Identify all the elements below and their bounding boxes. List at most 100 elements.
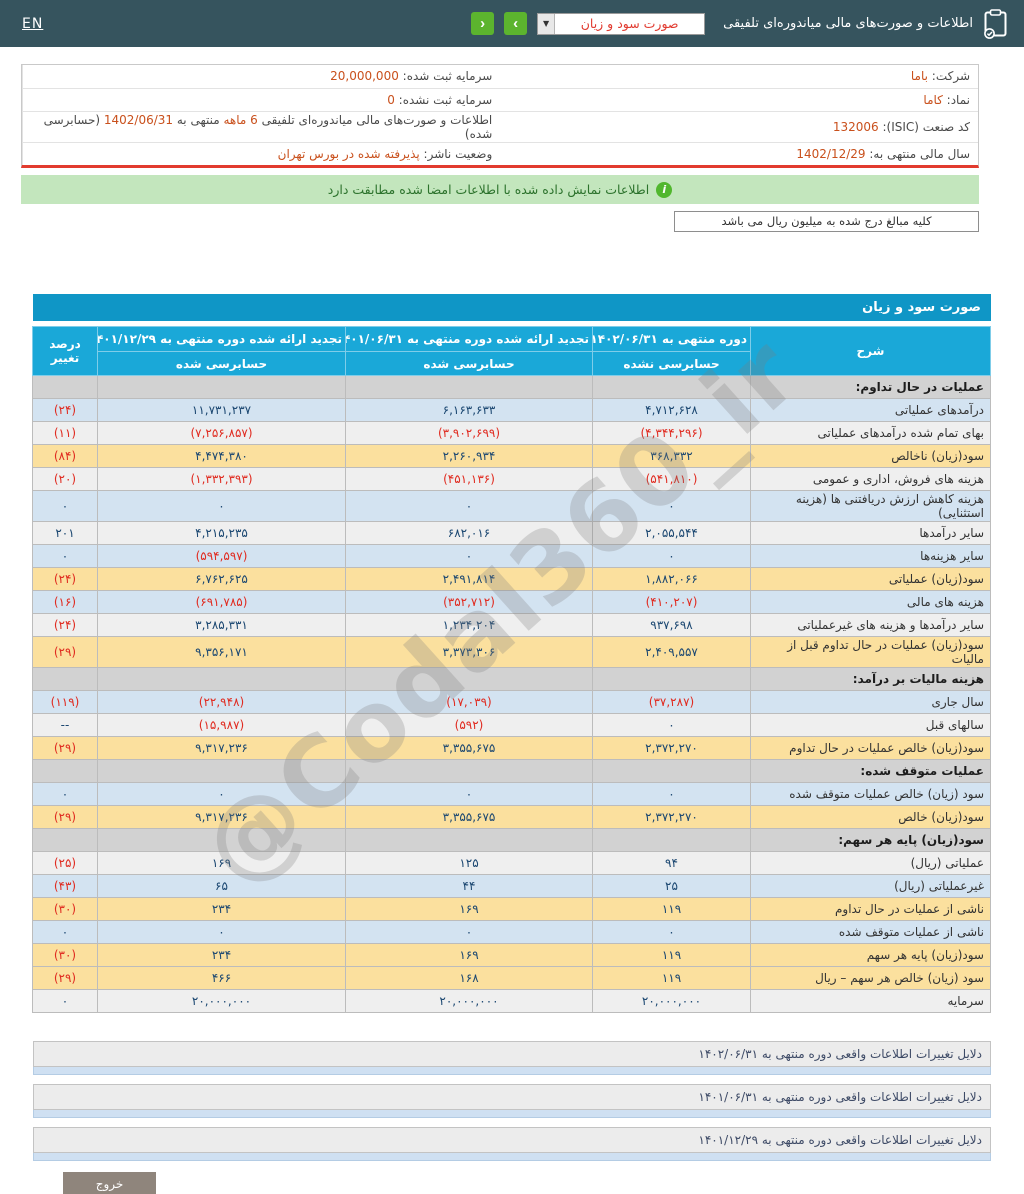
section-empty-cell	[345, 375, 593, 399]
section-empty-cell	[592, 375, 751, 399]
info-cell-left-3: اطلاعات و صورت‌های مالی میاندوره‌ای تلفی…	[22, 110, 501, 142]
cell-value-period-1: ۲۰,۰۰۰,۰۰۰	[592, 989, 751, 1013]
cell-value-period-2: ۰	[345, 782, 593, 806]
info-label: سرمایه ثبت شده:	[398, 69, 493, 84]
table-row: غیرعملیاتی (ریال) ۲۵ ۴۴ ۶۵ (۴۳)	[32, 874, 991, 898]
row-label: سود(زیان) عملیات در حال تداوم قبل از مال…	[750, 636, 991, 668]
cell-value-period-2: (۱۷,۰۳۹)	[345, 690, 593, 714]
cell-value-period-1: (۴,۳۴۴,۲۹۶)	[592, 421, 751, 445]
cell-value-period-3: ۰	[97, 490, 346, 522]
reason-bar-2[interactable]: دلایل تغییرات اطلاعات واقعی دوره منتهی ب…	[33, 1084, 991, 1110]
info-cell-right-1: شرکت: باما	[500, 65, 978, 88]
row-label: سود (زیان) خالص هر سهم – ریال	[750, 966, 991, 990]
info-value: 1402/06/31	[103, 112, 174, 127]
section-empty-cell	[345, 759, 593, 783]
info-label: شرکت:	[927, 69, 970, 84]
cell-change-percent: (۱۱)	[32, 421, 98, 445]
cell-value-period-3: ۴۶۶	[97, 966, 346, 990]
report-select-value[interactable]: صورت سود و زیان	[580, 15, 679, 31]
cell-value-period-2: ۰	[345, 490, 593, 522]
change-reasons-list: دلایل تغییرات اطلاعات واقعی دوره منتهی ب…	[33, 1041, 991, 1161]
section-empty-cell	[97, 667, 346, 691]
info-row: نماد: کاما سرمایه ثبت نشده: 0	[22, 87, 978, 111]
exit-button[interactable]: خروج	[63, 1172, 156, 1194]
section-empty-cell	[32, 828, 98, 852]
language-switch-link[interactable]: EN	[22, 15, 44, 32]
table-row: سرمایه ۲۰,۰۰۰,۰۰۰ ۲۰,۰۰۰,۰۰۰ ۲۰,۰۰۰,۰۰۰ ۰	[32, 989, 991, 1013]
reason-strip-1	[33, 1067, 991, 1075]
reason-strip-2	[33, 1110, 991, 1118]
cell-value-period-2: ۳,۳۵۵,۶۷۵	[345, 736, 593, 760]
section-row: سود(زیان) پایه هر سهم:	[32, 828, 991, 852]
row-label: ناشی از عملیات متوقف شده	[750, 920, 991, 944]
cell-value-period-2: ۰	[345, 920, 593, 944]
table-row: سود(زیان) خالص عملیات در حال تداوم ۲,۳۷۲,…	[32, 736, 991, 760]
cell-value-period-3: ۴,۲۱۵,۲۳۵	[97, 521, 346, 545]
reason-strip-3	[33, 1153, 991, 1161]
row-label: هزینه های فروش، اداری و عمومی	[750, 467, 991, 491]
info-label: سال مالی منتهی به:	[865, 146, 970, 161]
info-label: (حسابرسی شده)	[43, 112, 493, 141]
cell-value-period-2: ۳,۳۵۵,۶۷۵	[345, 805, 593, 829]
select-dropdown-arrow-icon[interactable]: ▼	[538, 13, 556, 34]
info-value: 20,000,000	[330, 69, 399, 84]
cell-value-period-3: (۷,۲۵۶,۸۵۷)	[97, 421, 346, 445]
report-select[interactable]: صورت سود و زیان ▼	[537, 12, 706, 35]
cell-value-period-3: ۲۳۴	[97, 943, 346, 967]
reason-bar-1[interactable]: دلایل تغییرات اطلاعات واقعی دوره منتهی ب…	[33, 1041, 991, 1067]
income-statement-table: شرح دوره منتهی به ۱۴۰۲/۰۶/۳۱ تجدید ارائه…	[32, 326, 991, 1013]
cell-value-period-3: ۳,۲۸۵,۳۳۱	[97, 613, 346, 637]
cell-value-period-1: ۱۱۹	[592, 897, 751, 921]
reason-bar-3[interactable]: دلایل تغییرات اطلاعات واقعی دوره منتهی ب…	[33, 1127, 991, 1153]
cell-value-period-1: ۱۱۹	[592, 943, 751, 967]
table-row: عملیاتی (ریال) ۹۴ ۱۲۵ ۱۶۹ (۲۵)	[32, 851, 991, 875]
alert-text: اطلاعات نمایش داده شده با اطلاعات امضا ش…	[327, 182, 650, 197]
cell-change-percent: ۰	[32, 920, 98, 944]
cell-value-period-1: ۲,۴۰۹,۵۵۷	[592, 636, 751, 668]
table-row: سال جاری (۳۷,۲۸۷) (۱۷,۰۳۹) (۲۲,۹۴۸) (۱۱۹)	[32, 690, 991, 714]
cell-change-percent: (۲۴)	[32, 398, 98, 422]
prev-report-button[interactable]: ‹	[471, 12, 495, 35]
row-label: سایر درآمدها	[750, 521, 991, 545]
table-row: سایر درآمدها ۲,۰۵۵,۵۴۴ ۶۸۲,۰۱۶ ۴,۲۱۵,۲۳۵ ۲۰۱	[32, 521, 991, 545]
cell-change-percent: (۲۹)	[32, 736, 98, 760]
info-label: اطلاعات و صورت‌های مالی میاندوره‌ای تلفی…	[257, 112, 493, 127]
clipboard-icon	[983, 8, 1008, 39]
cell-value-period-3: ۲۳۴	[97, 897, 346, 921]
cell-value-period-1: ۹۳۷,۶۹۸	[592, 613, 751, 637]
table-row: هزینه های فروش، اداری و عمومی (۵۴۱,۸۱۰) (۴…	[32, 467, 991, 491]
table-row: سود(زیان) خالص ۲,۳۷۲,۲۷۰ ۳,۳۵۵,۶۷۵ ۹,۳۱۷,۲۳…	[32, 805, 991, 829]
info-cell-left-4: وضعیت ناشر: پذیرفته شده در بورس تهران	[22, 141, 501, 165]
cell-value-period-2: ۲,۴۹۱,۸۱۴	[345, 567, 593, 591]
cell-value-period-3: (۶۹۱,۷۸۵)	[97, 590, 346, 614]
info-value: 1402/12/29	[796, 146, 866, 161]
cell-change-percent: ۰	[32, 544, 98, 568]
cell-value-period-2: ۶۸۲,۰۱۶	[345, 521, 593, 545]
row-label: بهای تمام شده درآمدهای عملیاتی	[750, 421, 991, 445]
cell-change-percent: (۲۵)	[32, 851, 98, 875]
next-report-button[interactable]: ›	[504, 12, 528, 35]
table-row: هزینه های مالی (۴۱۰,۲۰۷) (۳۵۲,۷۱۲) (۶۹۱,۷۸۵…	[32, 590, 991, 614]
info-cell-left-1: سرمایه ثبت شده: 20,000,000	[22, 65, 501, 88]
top-bar: اطلاعات و صورت‌های مالی میاندوره‌ای تلفی…	[0, 0, 1024, 47]
row-label: سال جاری	[750, 690, 991, 714]
cell-value-period-1: (۴۱۰,۲۰۷)	[592, 590, 751, 614]
cell-value-period-3: (۲۲,۹۴۸)	[97, 690, 346, 714]
cell-value-period-1: (۵۴۱,۸۱۰)	[592, 467, 751, 491]
cell-value-period-2: ۱۶۹	[345, 897, 593, 921]
row-label: سود(زیان) عملیاتی	[750, 567, 991, 591]
info-label: سرمایه ثبت نشده:	[394, 92, 493, 107]
cell-value-period-3: ۶۵	[97, 874, 346, 898]
table-row: ناشی از عملیات در حال تداوم ۱۱۹ ۱۶۹ ۲۳۴ (۳۰)	[32, 897, 991, 921]
row-label: سرمایه	[750, 989, 991, 1013]
cell-value-period-2: ۱,۲۳۴,۲۰۴	[345, 613, 593, 637]
cell-value-period-3: ۱۱,۷۳۱,۲۳۷	[97, 398, 346, 422]
info-value: کاما	[923, 92, 943, 107]
info-cell-right-3: کد صنعت (ISIC): 132006	[500, 110, 978, 142]
table-row: سایر درآمدها و هزینه های غیرعملیاتی ۹۳۷,۶…	[32, 613, 991, 637]
cell-value-period-1: ۰	[592, 920, 751, 944]
cell-change-percent: (۱۱۹)	[32, 690, 98, 714]
cell-change-percent: (۸۴)	[32, 444, 98, 468]
cell-value-period-1: ۲,۰۵۵,۵۴۴	[592, 521, 751, 545]
info-cell-right-4: سال مالی منتهی به: 1402/12/29	[500, 141, 978, 165]
